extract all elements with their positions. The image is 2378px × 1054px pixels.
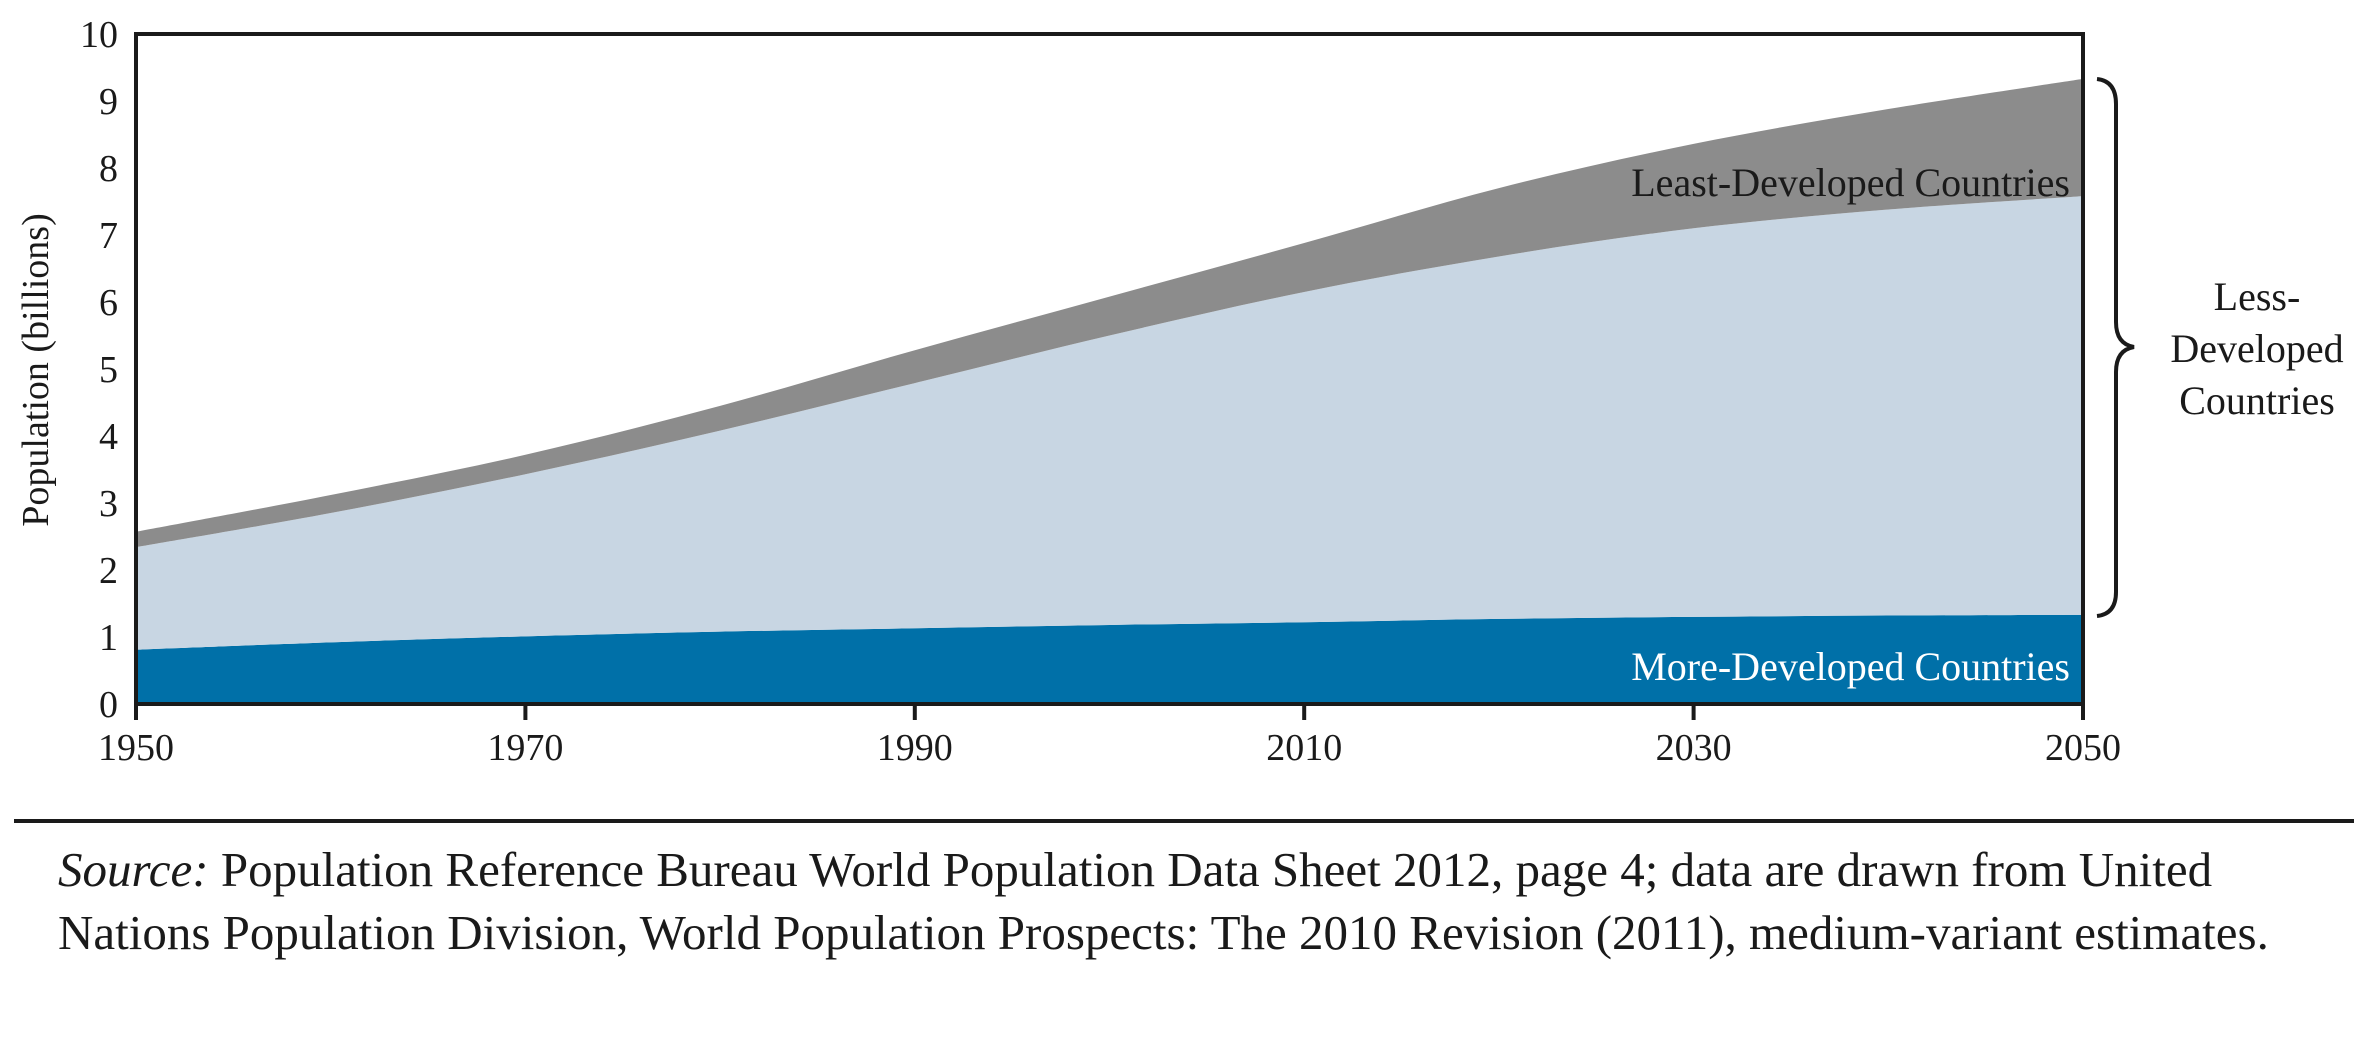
brace-label-line-1: Less- — [2214, 274, 2301, 319]
y-tick-label: 6 — [99, 282, 118, 324]
y-tick-label: 2 — [99, 550, 118, 592]
y-tick-label: 0 — [99, 684, 118, 726]
source-prefix: Source: — [58, 842, 209, 897]
y-tick-label: 10 — [80, 14, 118, 56]
x-axis-ticks: 1950 1970 1990 2010 2030 2050 — [98, 704, 2121, 769]
less-developed-area — [136, 196, 2083, 650]
least-developed-area — [136, 78, 2083, 548]
source-caption: Source: Population Reference Bureau Worl… — [58, 838, 2358, 964]
y-axis-title: Population (billions) — [15, 213, 57, 527]
x-tick-label: 2050 — [2045, 727, 2121, 769]
y-tick-label: 5 — [99, 349, 118, 391]
source-text: Population Reference Bureau World Popula… — [58, 842, 2269, 960]
y-tick-label: 1 — [99, 617, 118, 659]
area-layers — [136, 78, 2083, 704]
caption-divider — [14, 819, 2354, 823]
least-developed-label: Least-Developed Countries — [1631, 160, 2070, 205]
more-developed-label: More-Developed Countries — [1631, 644, 2070, 689]
y-tick-label: 8 — [99, 148, 118, 190]
y-tick-label: 3 — [99, 483, 118, 525]
x-tick-label: 1950 — [98, 727, 174, 769]
plot-frame — [134, 32, 2085, 706]
x-tick-label: 2010 — [1266, 727, 1342, 769]
less-developed-brace — [2096, 77, 2135, 618]
y-axis-ticks: 0 1 2 3 4 5 6 7 8 9 10 — [80, 14, 118, 726]
x-tick-label: 1990 — [877, 727, 953, 769]
y-tick-label: 4 — [99, 416, 118, 458]
y-tick-label: 7 — [99, 215, 118, 257]
brace-label-line-3: Countries — [2179, 378, 2335, 423]
x-tick-label: 2030 — [1656, 727, 1732, 769]
x-tick-label: 1970 — [487, 727, 563, 769]
brace-label-line-2: Developed — [2170, 326, 2343, 371]
more-developed-area — [136, 614, 2083, 704]
y-tick-label: 9 — [99, 81, 118, 123]
